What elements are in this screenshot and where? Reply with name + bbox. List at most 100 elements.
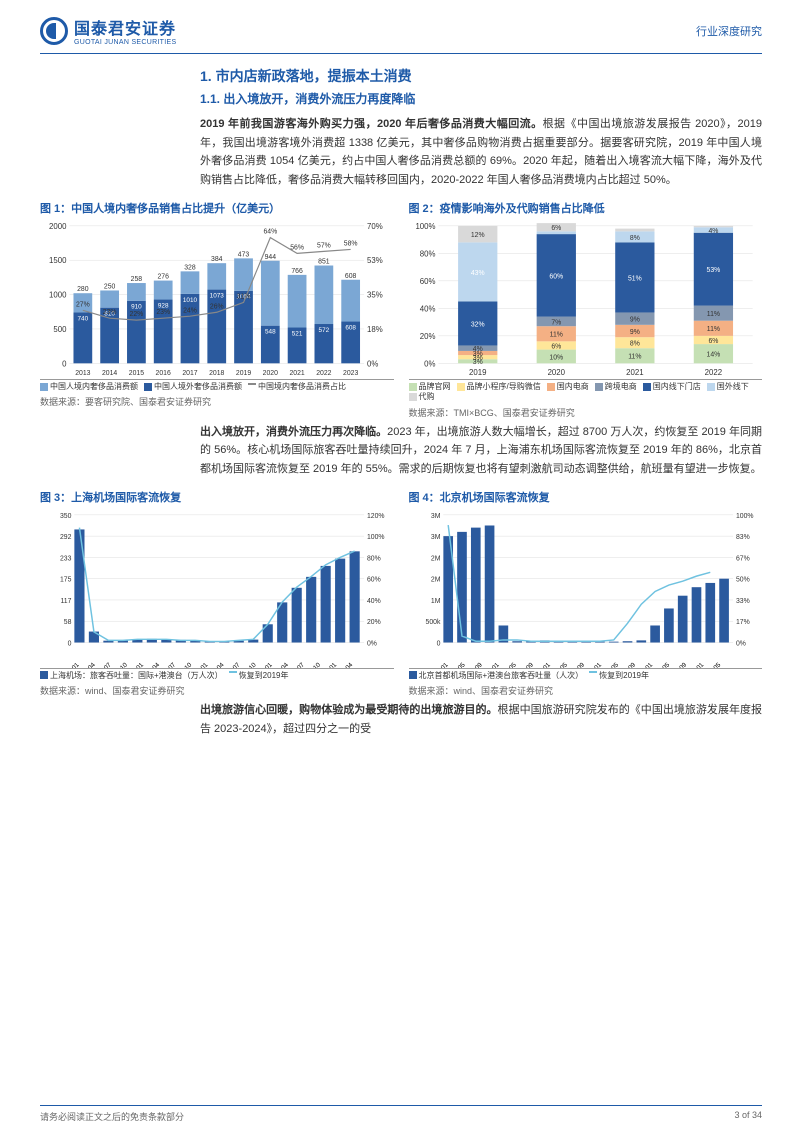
svg-text:57%: 57% [317, 242, 331, 249]
svg-text:2019: 2019 [469, 368, 486, 377]
svg-text:944: 944 [265, 254, 277, 261]
fig3-title: 图 3：上海机场国际客流恢复 [40, 489, 394, 505]
svg-text:548: 548 [265, 328, 276, 335]
fig1-chart: 00%50018%100035%150053%200070%7402802013… [40, 220, 394, 380]
svg-text:292: 292 [60, 534, 72, 541]
svg-text:1010: 1010 [183, 297, 198, 304]
svg-text:23%: 23% [156, 309, 170, 316]
svg-text:2M: 2M [430, 576, 440, 583]
svg-text:2019-01: 2019-01 [428, 661, 450, 668]
heading-1: 1. 市内店新政落地，提振本土消费 [200, 66, 762, 86]
svg-text:766: 766 [291, 268, 303, 275]
fig1-legend: 中国人境内奢侈品消费额中国人境外奢侈品消费额中国境内奢侈品消费占比 [40, 382, 394, 392]
svg-text:233: 233 [60, 555, 72, 562]
svg-text:43%: 43% [470, 270, 484, 277]
svg-text:6%: 6% [708, 338, 718, 345]
svg-text:6%: 6% [551, 343, 561, 350]
svg-text:23%: 23% [103, 309, 117, 316]
svg-text:83%: 83% [735, 534, 749, 541]
svg-text:276: 276 [157, 273, 169, 280]
svg-text:4%: 4% [472, 346, 482, 353]
svg-text:53%: 53% [706, 267, 720, 274]
para2-bold: 出入境放开，消费外流压力再次降临。 [200, 426, 387, 438]
svg-text:33%: 33% [735, 597, 749, 604]
header-rule [40, 53, 762, 54]
svg-text:2000: 2000 [49, 222, 67, 231]
svg-text:7%: 7% [551, 319, 561, 326]
svg-text:250: 250 [104, 283, 116, 290]
svg-text:9%: 9% [629, 329, 639, 336]
svg-text:2020-01: 2020-01 [59, 661, 81, 668]
svg-text:17%: 17% [735, 619, 749, 626]
svg-text:500: 500 [53, 325, 67, 334]
svg-text:120%: 120% [367, 512, 385, 519]
footer-disclaimer: 请务必阅读正文之后的免责条款部分 [40, 1110, 184, 1123]
svg-text:0: 0 [68, 640, 72, 647]
paragraph-1: 2019 年前我国游客海外购买力强，2020 年后奢侈品消费大幅回流。根据《中国… [200, 115, 762, 190]
svg-text:740: 740 [78, 315, 89, 322]
svg-text:328: 328 [184, 264, 196, 271]
company-logo: 国泰君安证券 GUOTAI JUNAN SECURITIES [40, 15, 176, 46]
para3-bold: 出境旅游信心回暖，购物体验成为最受期待的出境旅游目的。 [200, 704, 498, 716]
svg-text:2020: 2020 [263, 370, 278, 377]
svg-text:117: 117 [60, 597, 71, 604]
svg-text:572: 572 [319, 327, 330, 334]
svg-text:10%: 10% [549, 354, 563, 361]
doc-type: 行业深度研究 [696, 23, 762, 39]
svg-text:280: 280 [77, 286, 89, 293]
paragraph-3: 出境旅游信心回暖，购物体验成为最受期待的出境旅游目的。根据中国旅游研究院发布的《… [200, 701, 762, 738]
svg-text:8%: 8% [629, 340, 639, 347]
fig2-source: 数据来源：TMI×BCG、国泰君安证券研究 [409, 406, 763, 419]
svg-text:2018: 2018 [209, 370, 224, 377]
svg-text:1073: 1073 [210, 292, 225, 299]
fig4-chart: 00%500k17%1M33%2M50%2M67%3M83%3M100%2019… [409, 509, 763, 669]
svg-text:12%: 12% [470, 232, 484, 239]
svg-text:60%: 60% [367, 576, 381, 583]
svg-text:2022: 2022 [316, 370, 331, 377]
svg-text:1M: 1M [430, 597, 440, 604]
svg-text:70%: 70% [367, 222, 383, 231]
fig1-title: 图 1：中国人境内奢侈品销售占比提升（亿美元） [40, 200, 394, 216]
svg-text:58%: 58% [344, 240, 358, 247]
footer-page: 3 of 34 [734, 1110, 762, 1123]
svg-text:350: 350 [60, 512, 72, 519]
svg-text:3M: 3M [430, 534, 440, 541]
svg-text:51%: 51% [627, 275, 641, 282]
svg-text:608: 608 [345, 324, 356, 331]
heading-1-1: 1.1. 出入境放开，消费外流压力再度降临 [200, 90, 762, 107]
svg-text:11%: 11% [549, 331, 562, 338]
svg-text:2021: 2021 [626, 368, 643, 377]
svg-text:11%: 11% [628, 353, 641, 360]
svg-text:0%: 0% [735, 640, 745, 647]
svg-text:910: 910 [131, 303, 142, 310]
logo-icon [40, 17, 68, 45]
fig3-chart: 00%5820%11740%17560%23380%292100%350120%… [40, 509, 394, 669]
fig2-chart: 0%20%40%60%80%100%3%3%3%4%32%43%12%20191… [409, 220, 763, 380]
svg-text:8%: 8% [629, 235, 639, 242]
svg-text:100%: 100% [367, 534, 385, 541]
fig3-legend: 上海机场：旅客吞吐量：国际+港澳台（万人次）恢复到2019年 [40, 671, 394, 681]
svg-text:0%: 0% [424, 359, 435, 368]
svg-text:100%: 100% [735, 512, 753, 519]
fig3-source: 数据来源：wind、国泰君安证券研究 [40, 684, 394, 697]
svg-text:2023: 2023 [343, 370, 358, 377]
svg-text:60%: 60% [549, 273, 563, 280]
svg-text:2M: 2M [430, 555, 440, 562]
svg-text:1000: 1000 [49, 290, 67, 299]
fig4-source: 数据来源：wind、国泰君安证券研究 [409, 684, 763, 697]
svg-text:58: 58 [64, 619, 72, 626]
svg-text:2022: 2022 [704, 368, 721, 377]
svg-text:27%: 27% [76, 301, 90, 308]
svg-text:14%: 14% [706, 351, 720, 358]
svg-text:50%: 50% [735, 576, 749, 583]
company-name-en: GUOTAI JUNAN SECURITIES [74, 39, 176, 46]
svg-text:80%: 80% [367, 555, 381, 562]
para1-bold: 2019 年前我国游客海外购买力强，2020 年后奢侈品消费大幅回流。 [200, 118, 543, 130]
svg-text:80%: 80% [419, 249, 435, 258]
company-name-cn: 国泰君安证券 [74, 15, 176, 39]
svg-text:1500: 1500 [49, 256, 67, 265]
svg-text:2020: 2020 [547, 368, 565, 377]
svg-text:175: 175 [60, 576, 72, 583]
fig4-title: 图 4：北京机场国际客流恢复 [409, 489, 763, 505]
fig2-legend: 品牌官网品牌小程序/导购微信国内电商跨境电商国内线下门店国外线下代购 [409, 382, 763, 403]
